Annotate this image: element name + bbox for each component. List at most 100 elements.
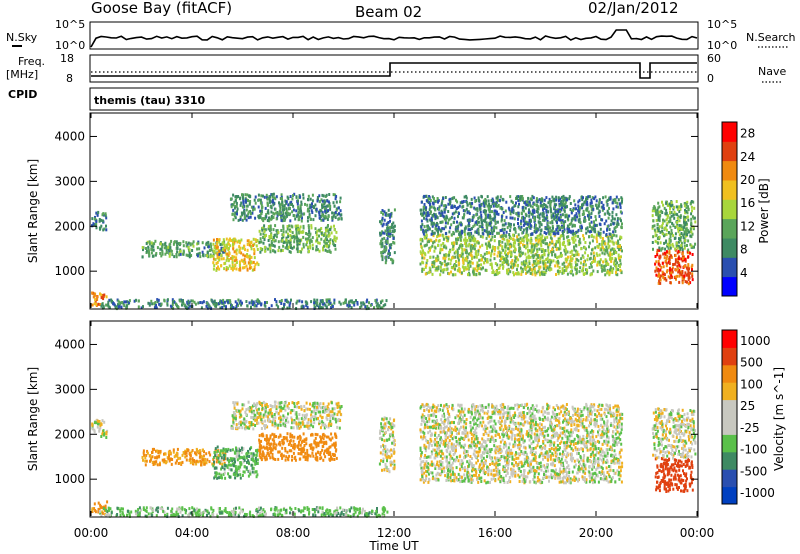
velocity-cell-2-282: [339, 513, 342, 517]
power-cell-9-830: [559, 215, 562, 219]
power-cell-4-144: [228, 252, 231, 256]
power-cell-2-145: [153, 302, 156, 306]
power-cell-9-1086: [572, 208, 574, 212]
power-cell-9-929: [542, 212, 545, 216]
power-cell-9-905: [576, 215, 578, 219]
power-cell-6-140: [324, 233, 327, 236]
power-cell-5-67: [254, 195, 257, 199]
power-cell-8-734: [463, 238, 466, 242]
power-cell-10-77: [681, 279, 684, 283]
power-cell-3-79: [197, 252, 200, 256]
power-cell-8-198: [498, 242, 501, 246]
power-cell-9-246: [511, 201, 514, 205]
power-cell-9-1097: [444, 218, 447, 222]
power-cell-10-162: [674, 275, 677, 279]
power-cell-4-145: [214, 251, 217, 255]
power-cell-8-1086: [491, 245, 494, 249]
power-cell-6-259: [287, 235, 290, 239]
power-cell-4-135: [239, 246, 242, 250]
power-cell-8-486: [436, 235, 439, 238]
power-cell-8-552: [586, 268, 588, 272]
power-cell-7-95: [387, 226, 390, 230]
power-cell-2-359: [270, 304, 273, 308]
power-cell-5-337: [340, 217, 343, 221]
power-cell-8-916: [540, 244, 543, 248]
power-cell-6-199: [325, 242, 328, 246]
power-cell-5-122: [321, 211, 324, 215]
power-cell-6-235: [287, 232, 289, 236]
power-cell-5-330: [340, 213, 343, 217]
power-cell-4-156: [238, 250, 241, 254]
power-cell-9-591: [560, 195, 563, 199]
power-cell-9-368: [425, 217, 428, 221]
power-cell-9-864: [486, 204, 489, 208]
power-cell-10-127: [670, 273, 673, 277]
power-cell-9-1041: [485, 209, 487, 213]
power-cell-11-242: [682, 215, 685, 219]
power-cell-4-164: [232, 242, 235, 246]
power-cell-8-139: [456, 252, 459, 256]
power-cell-8-781: [468, 234, 471, 238]
power-cell-2-191: [346, 303, 349, 307]
power-cell-5-352: [237, 195, 240, 198]
power-cell-8-1066: [517, 243, 520, 246]
power-cell-9-68: [453, 216, 456, 220]
power-cell-9-476: [528, 214, 531, 218]
power-cell-9-792: [620, 219, 622, 223]
velocity-cell-2-283: [282, 507, 285, 511]
power-cell-9-1000: [511, 216, 514, 220]
power-cell-5-273: [253, 198, 256, 202]
power-cell-5-174: [295, 195, 298, 199]
power-cell-8-262: [536, 242, 539, 246]
power-cell-2-280: [255, 304, 258, 308]
power-cell-9-413: [482, 201, 485, 205]
power-cell-7-80: [383, 250, 386, 254]
power-cell-11-152: [657, 218, 660, 222]
power-cell-2-197: [338, 300, 341, 304]
power-cell-11-74: [679, 245, 682, 249]
power-cell-2-335: [158, 302, 161, 306]
power-cell-8-1037: [480, 267, 483, 271]
power-cell-11-270: [665, 228, 668, 232]
power-cell-9-955: [483, 209, 486, 213]
power-cell-2-165: [231, 304, 233, 308]
power-cell-2-299: [277, 305, 280, 309]
power-cell-5-416: [283, 218, 285, 222]
velocity-cell-0-37: [96, 419, 99, 423]
power-cell-8-1024: [542, 261, 545, 265]
velocity-cell-1-3: [93, 507, 96, 511]
power-cell-8-406: [539, 265, 542, 269]
power-cell-8-783: [548, 268, 551, 272]
power-cell-5-201: [271, 195, 274, 199]
power-cell-8-991: [455, 264, 458, 268]
power-cell-8-1068: [483, 261, 486, 265]
power-cell-9-1083: [508, 233, 511, 236]
power-cell-9-892: [610, 219, 613, 223]
power-cell-3-61: [159, 251, 162, 255]
power-cell-8-511: [514, 241, 516, 245]
power-cell-9-814: [454, 210, 457, 214]
velocity-cell-2-233: [172, 512, 175, 516]
power-cell-8-1136: [619, 245, 622, 248]
power-cell-5-346: [291, 203, 293, 206]
power-cell-5-100: [308, 213, 311, 217]
power-cell-3-89: [182, 252, 185, 256]
power-cell-10-67: [667, 275, 670, 279]
velocity-cell-3-24: [141, 455, 144, 459]
velocity-cell-2-125: [122, 507, 124, 511]
velocity-cell-2-287: [162, 509, 165, 513]
velocity-cell-2-308: [109, 513, 112, 517]
power-cell-8-558: [572, 273, 575, 277]
power-cell-4-146: [226, 252, 229, 256]
velocity-cell-0-34: [105, 432, 108, 436]
velocity-cell-0-31: [91, 422, 94, 426]
velocity-cell-2-366: [274, 507, 277, 511]
power-cell-2-194: [201, 301, 204, 305]
power-cell-9-268: [509, 210, 512, 214]
power-cell-11-301: [683, 220, 685, 224]
power-cell-8-748: [469, 244, 472, 248]
power-cell-6-132: [328, 233, 331, 237]
velocity-cell-0-33: [98, 429, 101, 433]
power-cell-11-129: [678, 210, 681, 213]
power-cell-8-1054: [551, 247, 554, 251]
